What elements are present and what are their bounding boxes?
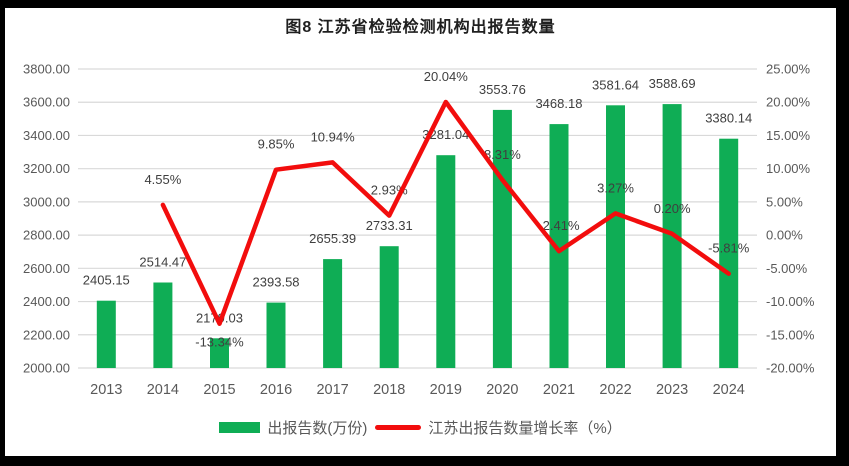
line-value-label: 9.85% <box>258 137 295 152</box>
left-axis-tick: 3200.00 <box>23 161 70 176</box>
bar-value-label: 3588.69 <box>649 76 696 91</box>
bar-2015 <box>210 338 229 368</box>
line-value-label: 3.27% <box>597 180 634 195</box>
legend-line-series-label: 江苏出报告数量增长率（%） <box>428 419 622 437</box>
line-value-label: 0.20% <box>654 201 691 216</box>
bar-value-label: 3380.14 <box>705 111 752 126</box>
bar-value-label: 2733.31 <box>366 218 413 233</box>
bar-value-label: 2405.15 <box>83 273 130 288</box>
bar-2014 <box>153 282 173 368</box>
line-value-label: 20.04% <box>424 69 469 84</box>
line-value-label: 10.94% <box>311 129 356 144</box>
right-axis-tick: -10.00% <box>766 294 815 309</box>
left-axis-tick: 2400.00 <box>23 294 70 309</box>
left-axis-tick: 3800.00 <box>23 62 70 77</box>
x-axis-label-2014: 2014 <box>147 382 179 398</box>
bar-value-label: 3553.76 <box>479 82 526 97</box>
line-value-label: -13.34% <box>195 335 244 350</box>
line-value-label: 4.55% <box>144 172 181 187</box>
legend-bar-swatch <box>219 421 261 433</box>
left-axis-tick: 3400.00 <box>23 128 70 143</box>
right-axis-tick: -20.00% <box>766 361 815 376</box>
right-axis-tick: 20.00% <box>766 95 811 110</box>
chart-title: 图8 江苏省检验检测机构出报告数量 <box>285 19 556 36</box>
right-axis-tick: -5.00% <box>766 261 808 276</box>
bar-value-label: 3281.04 <box>422 127 469 142</box>
bar-2013 <box>96 300 116 368</box>
x-axis-label-2017: 2017 <box>316 382 348 398</box>
combo-chart-canvas: 3800.00 25.00% 3600.00 20.00% 3400.00 15.00% 3… <box>23 62 815 399</box>
right-axis-tick: 10.00% <box>766 161 811 176</box>
left-axis-tick: 2200.00 <box>23 327 70 342</box>
bar-2021 <box>549 124 569 368</box>
bar-2022 <box>606 105 625 369</box>
right-axis-tick: 15.00% <box>766 128 811 143</box>
left-axis-tick: 2800.00 <box>23 228 70 243</box>
chart-frame: 图8 江苏省检验检测机构出报告数量 3800.00 25.00% 3600.00 20… <box>5 8 836 456</box>
left-axis-tick: 2600.00 <box>23 261 70 276</box>
bar-value-label: 2655.39 <box>309 231 356 246</box>
x-axis-label-2022: 2022 <box>599 382 631 398</box>
x-axis-label-2016: 2016 <box>260 382 292 398</box>
x-axis-label-2018: 2018 <box>373 382 405 398</box>
bar-value-label: 3581.64 <box>592 77 639 92</box>
right-axis-tick: 25.00% <box>766 62 811 77</box>
line-value-label: -2.41% <box>538 218 580 233</box>
legend-line-swatch <box>375 424 422 430</box>
chart-legend: 出报告数(万份) 江苏出报告数量增长率（%） <box>5 418 836 437</box>
x-axis-label-2021: 2021 <box>543 382 575 398</box>
x-axis-label-2019: 2019 <box>430 382 462 398</box>
x-axis-label-2023: 2023 <box>656 382 688 398</box>
x-axis-label-2024: 2024 <box>713 382 745 398</box>
bar-2018 <box>379 246 399 368</box>
left-axis-tick: 3600.00 <box>23 95 70 110</box>
bar-value-label: 3468.18 <box>535 96 582 111</box>
left-axis-tick: 3000.00 <box>23 194 70 209</box>
bar-value-label: 2393.58 <box>253 275 300 290</box>
bar-value-label: 2514.47 <box>139 255 186 270</box>
bar-2024 <box>719 138 739 368</box>
x-axis-label-2013: 2013 <box>90 382 122 398</box>
bar-2016 <box>266 302 286 368</box>
x-axis-label-2015: 2015 <box>203 382 235 398</box>
line-value-label: 8.31% <box>484 147 521 162</box>
right-axis-tick: 0.00% <box>766 228 803 243</box>
right-axis-tick: 5.00% <box>766 194 803 209</box>
left-axis-tick: 2000.00 <box>23 361 70 376</box>
bar-2017 <box>323 259 343 368</box>
line-value-label: -5.81% <box>708 241 750 256</box>
bar-2019 <box>436 155 456 368</box>
growth-rate-line <box>160 99 731 326</box>
x-axis-label-2020: 2020 <box>486 382 518 398</box>
right-axis-tick: -15.00% <box>766 327 815 342</box>
legend-bar-series-label: 出报告数(万份) <box>267 419 368 437</box>
